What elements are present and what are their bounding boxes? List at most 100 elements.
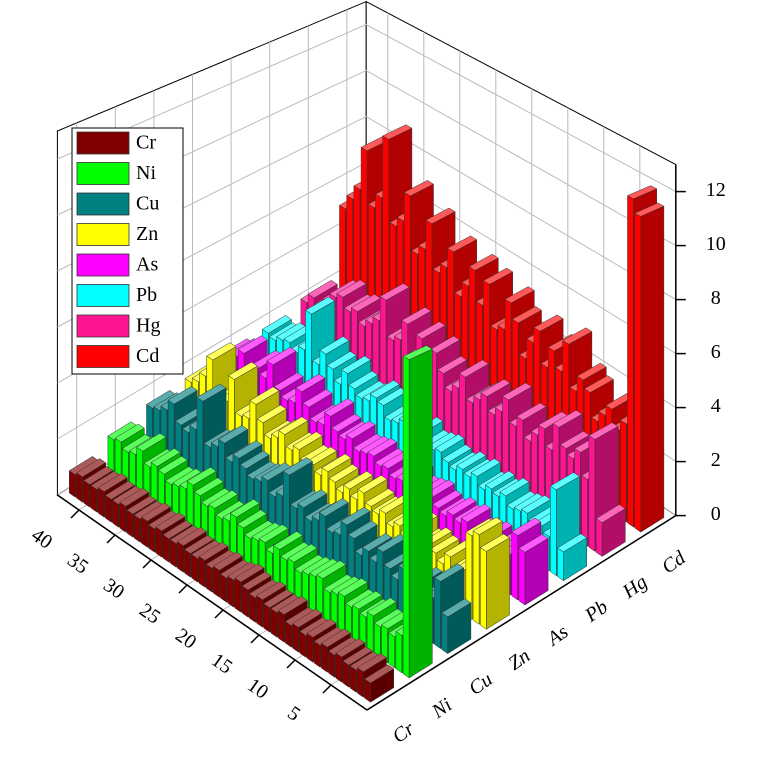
bar-front — [119, 501, 126, 533]
bar-front — [402, 355, 410, 679]
bar-front — [550, 485, 557, 577]
bar-front — [352, 604, 359, 644]
legend-label: Zn — [136, 223, 158, 245]
bar-front — [338, 591, 345, 634]
legend-swatch — [76, 314, 130, 338]
bar-side — [408, 348, 433, 679]
bar — [557, 533, 588, 582]
legend-swatch — [76, 284, 130, 307]
bar — [441, 598, 472, 655]
bar-front — [557, 547, 564, 582]
legend-label: Pb — [136, 284, 157, 306]
bar-front — [480, 547, 487, 630]
bar-front — [323, 588, 331, 624]
bar-front — [69, 470, 76, 498]
z-tick-label: 2 — [711, 449, 721, 471]
tick-mark — [142, 559, 152, 569]
bar-front — [256, 595, 263, 628]
bar-front — [227, 575, 234, 608]
legend: Cr Ni Cu Zn As Pb Hg Cd — [71, 127, 184, 375]
legend-label: Ni — [136, 162, 156, 184]
bar-front — [595, 518, 603, 557]
bar-front — [342, 660, 350, 688]
bar-front — [395, 631, 403, 674]
tick-mark — [322, 684, 332, 694]
x-tick-label: 25 — [135, 599, 164, 628]
tick-mark — [250, 634, 260, 644]
x-tick-label: 30 — [99, 574, 128, 603]
bar-front — [90, 485, 98, 513]
element-label: Ni — [427, 694, 456, 723]
axis-line — [366, 514, 677, 711]
bar-front — [441, 612, 448, 655]
bar-front — [306, 632, 314, 663]
legend-label: Cr — [136, 132, 156, 154]
bar-front — [349, 665, 357, 693]
bar-front — [285, 621, 292, 648]
bar-front — [270, 608, 278, 638]
element-label: Cr — [389, 718, 419, 748]
bar-front — [472, 530, 480, 625]
legend-swatch — [76, 345, 130, 368]
element-label: Zn — [504, 645, 534, 675]
bar-front — [299, 630, 306, 658]
bar-front — [313, 640, 321, 668]
bar — [402, 345, 433, 679]
bar-front — [634, 212, 641, 533]
tick-mark — [214, 609, 224, 619]
bar-front — [136, 446, 143, 494]
x-tick-label: 35 — [63, 549, 92, 578]
bar-front — [588, 435, 596, 552]
bar-front — [357, 667, 364, 698]
bar-front — [177, 541, 184, 573]
bar-front — [162, 534, 170, 563]
legend-swatch — [76, 131, 130, 155]
z-tick-label: 0 — [711, 503, 721, 525]
bar-front — [155, 526, 162, 558]
bar-side — [640, 205, 665, 533]
tick-mark — [106, 534, 116, 544]
bar-front — [112, 499, 119, 528]
bar — [595, 504, 626, 557]
bar — [364, 664, 395, 703]
bar-front — [518, 547, 526, 606]
bar-front — [309, 572, 316, 614]
bar-front — [249, 593, 256, 623]
legend-swatch — [76, 162, 130, 185]
bar-front — [277, 610, 285, 643]
legend-label: Cd — [136, 345, 159, 367]
bar-front — [234, 577, 242, 613]
bar-front — [105, 494, 112, 523]
bar-front — [388, 632, 395, 669]
legend-swatch — [76, 223, 130, 246]
z-tick-label: 10 — [706, 233, 726, 255]
bar-front — [335, 652, 342, 683]
bar-front — [627, 195, 634, 528]
element-label: Hg — [618, 571, 651, 604]
bar-front — [141, 516, 148, 548]
bar-front — [434, 577, 441, 650]
bar-front — [114, 437, 122, 479]
bar-front — [76, 472, 83, 503]
bar — [479, 533, 510, 630]
bar-front — [205, 563, 213, 593]
bar-front — [198, 555, 206, 588]
bar-front — [263, 603, 270, 633]
z-tick-label: 8 — [711, 287, 721, 309]
bar-front — [97, 487, 105, 518]
legend-label: Cu — [136, 193, 159, 215]
bar-front — [184, 549, 191, 578]
legend-label: Hg — [136, 315, 160, 337]
element-label: Cu — [465, 668, 497, 699]
bar-front — [292, 622, 299, 653]
bar-front — [169, 539, 177, 568]
bar-front — [321, 642, 328, 673]
bar-side — [486, 537, 510, 630]
bar — [634, 202, 665, 533]
legend-label: As — [136, 254, 158, 276]
x-tick-label: 10 — [243, 674, 272, 703]
grid-line — [57, 24, 677, 193]
bar-front — [83, 480, 90, 508]
bar-front — [186, 480, 194, 529]
